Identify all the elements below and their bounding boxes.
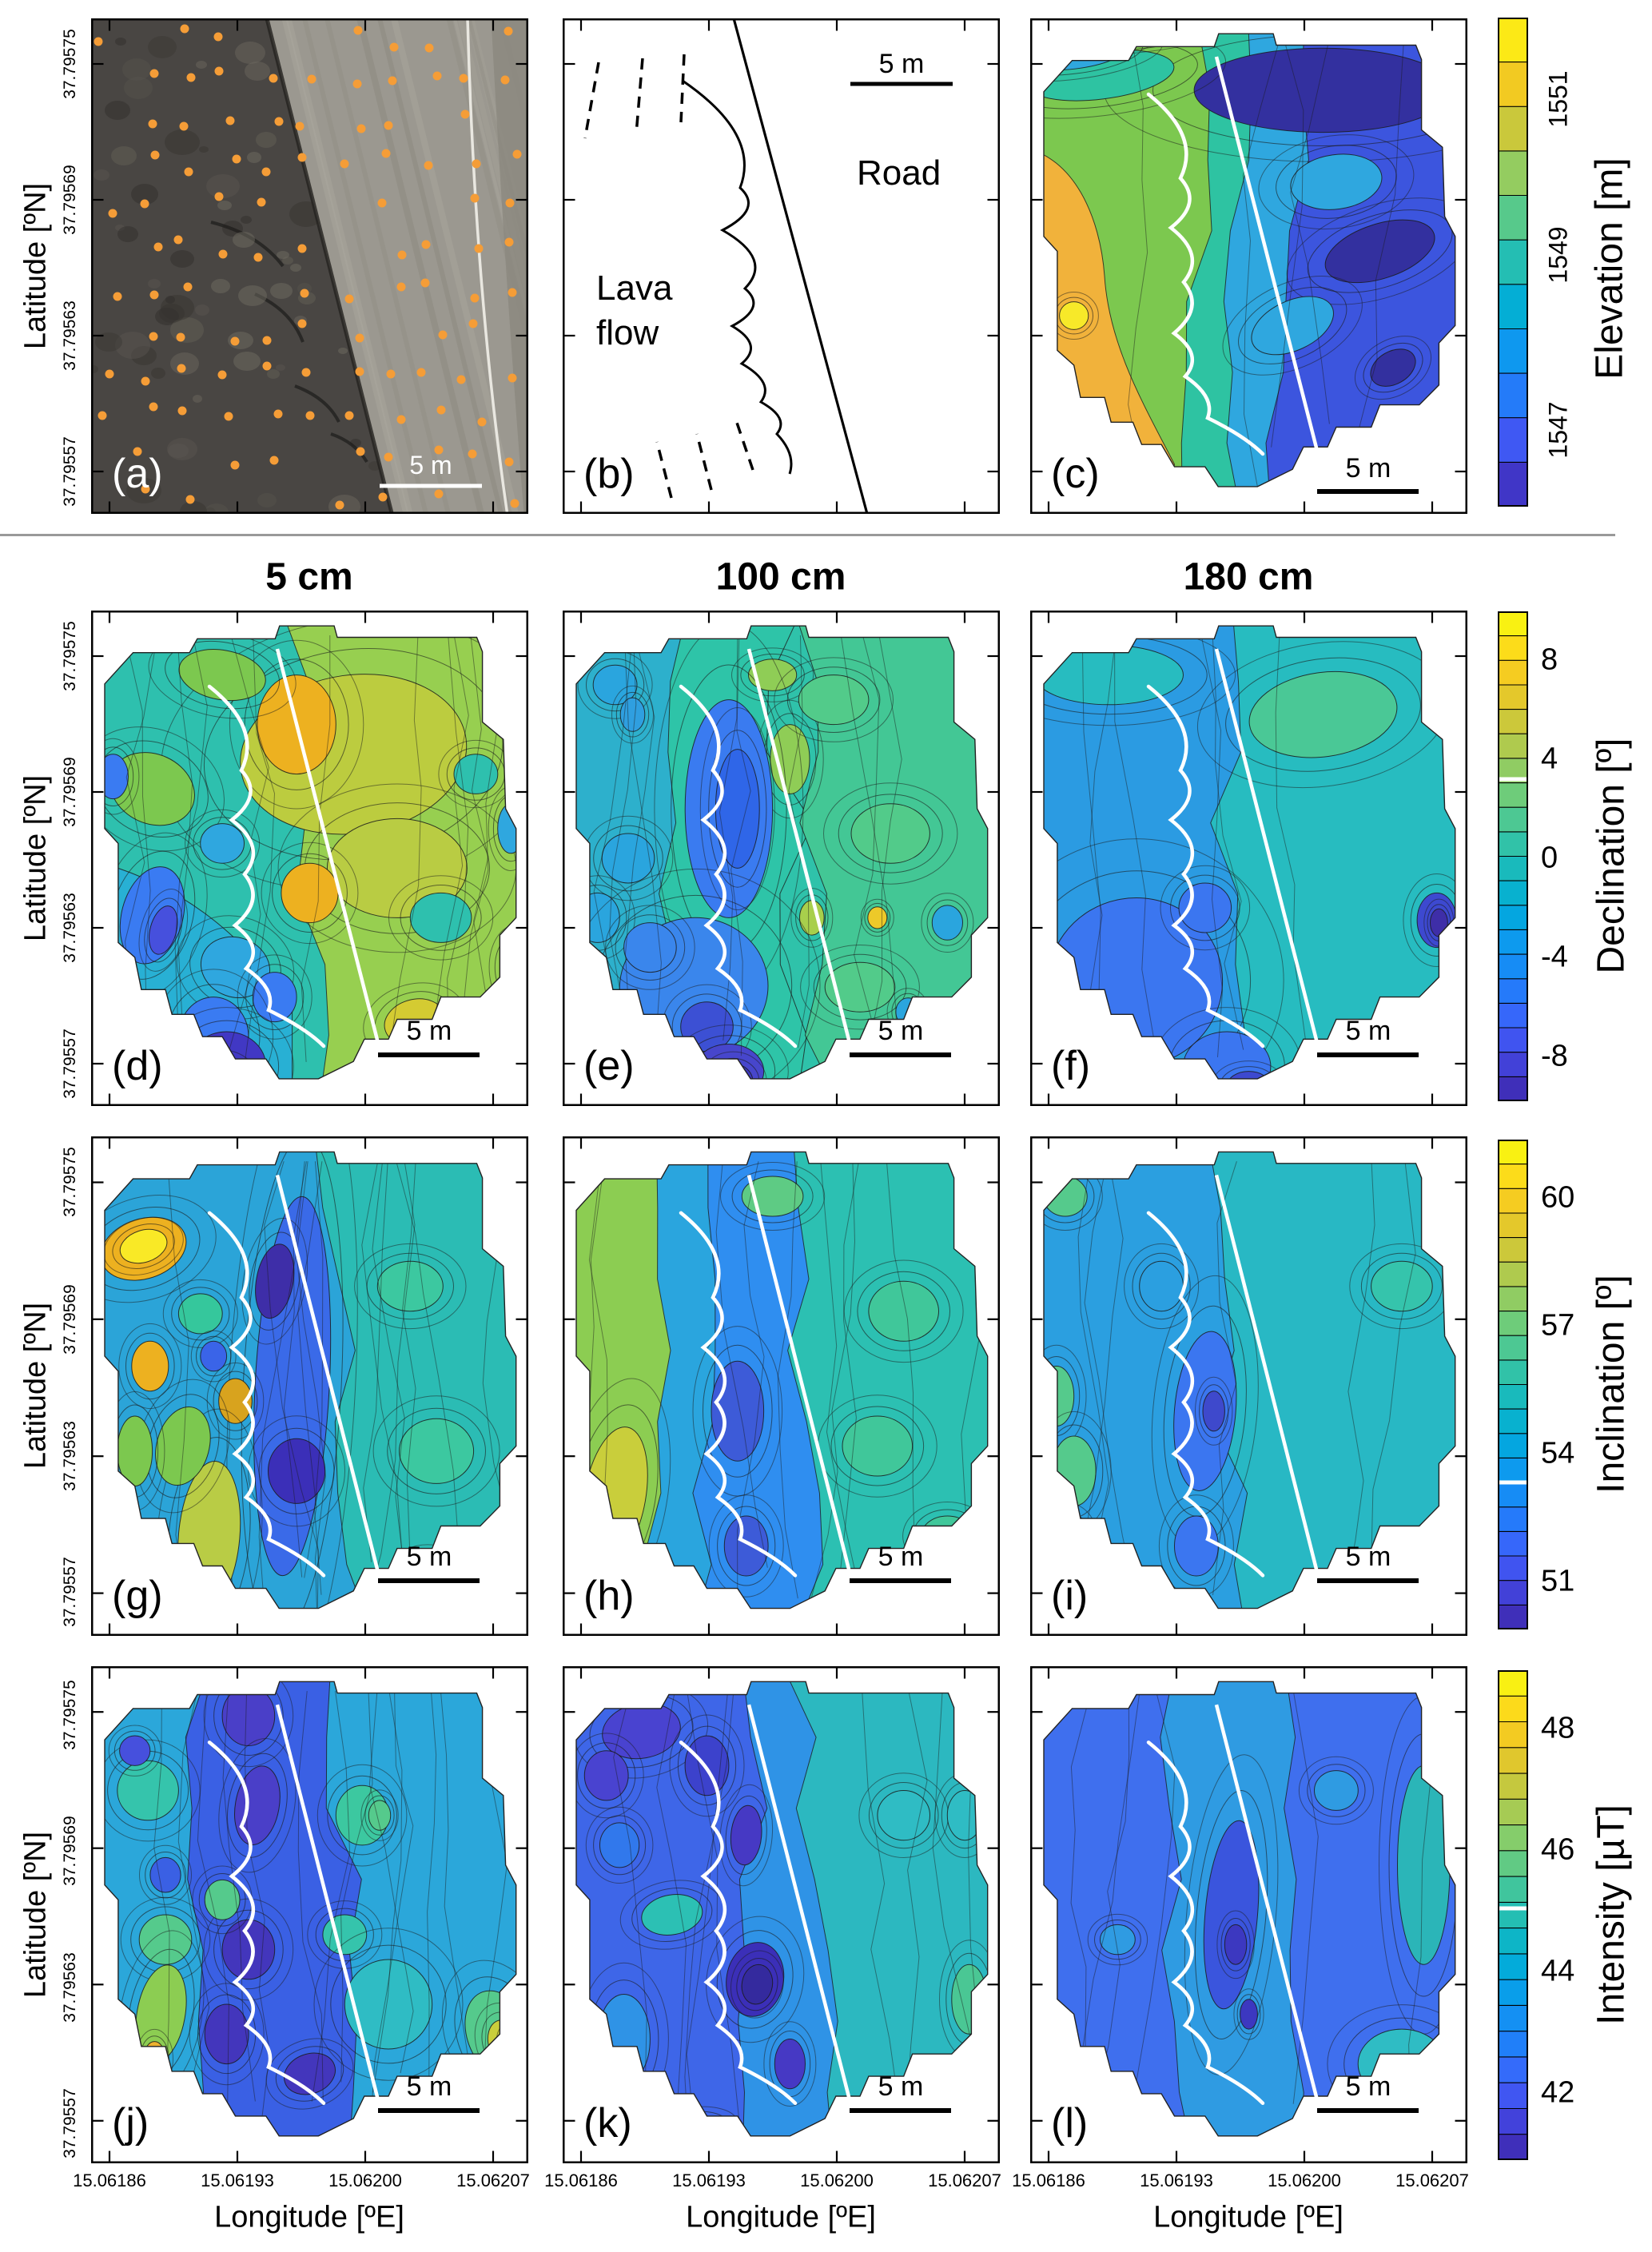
svg-text:5 m: 5 m (407, 1542, 452, 1572)
svg-text:5 m: 5 m (409, 451, 452, 479)
svg-text:(f): (f) (1051, 1043, 1090, 1089)
svg-text:Road: Road (857, 153, 941, 193)
svg-text:(k): (k) (583, 2100, 632, 2147)
svg-text:(h): (h) (583, 1573, 635, 1619)
svg-text:(i): (i) (1051, 1573, 1088, 1619)
svg-text:5 m: 5 m (1346, 2071, 1391, 2102)
svg-text:5 m: 5 m (1346, 1016, 1391, 1046)
svg-text:5 m: 5 m (878, 1016, 924, 1046)
svg-text:(e): (e) (583, 1043, 635, 1089)
svg-text:5 m: 5 m (1346, 453, 1391, 483)
svg-text:(b): (b) (583, 451, 635, 497)
svg-text:Lava: Lava (596, 269, 673, 308)
svg-text:5 m: 5 m (407, 2071, 452, 2102)
svg-text:5 m: 5 m (1346, 1542, 1391, 1572)
svg-text:5 m: 5 m (407, 1016, 452, 1046)
svg-text:(d): (d) (112, 1043, 163, 1089)
svg-text:(j): (j) (112, 2100, 149, 2147)
svg-text:5 m: 5 m (878, 1542, 924, 1572)
svg-text:(l): (l) (1051, 2100, 1088, 2147)
svg-text:(g): (g) (112, 1573, 163, 1619)
svg-text:5 m: 5 m (879, 49, 925, 79)
svg-text:5 m: 5 m (878, 2071, 924, 2102)
svg-text:(c): (c) (1051, 451, 1100, 497)
svg-text:(a): (a) (112, 451, 163, 497)
svg-text:flow: flow (596, 313, 659, 352)
